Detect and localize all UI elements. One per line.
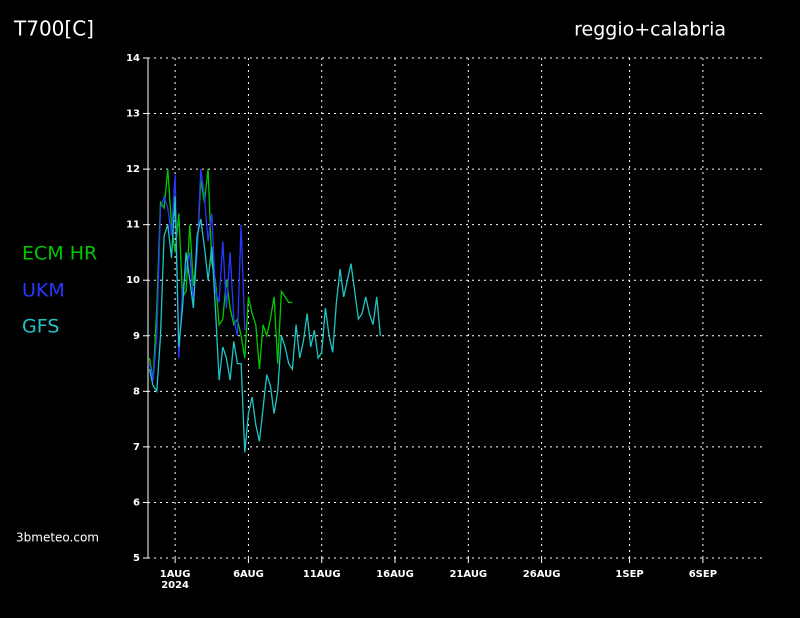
y-tick-label: 12 xyxy=(126,164,140,175)
y-tick-label: 13 xyxy=(126,109,140,120)
x-tick-label: 6AUG xyxy=(233,569,264,580)
chart-subtitle: reggio+calabria xyxy=(574,19,726,41)
x-tick-label: 21AUG xyxy=(449,569,487,580)
series-line xyxy=(148,169,246,381)
x-tick-label: 11AUG xyxy=(303,569,341,580)
source: 3bmeteo.com xyxy=(16,531,99,545)
x-tick-label: 26AUG xyxy=(523,569,561,580)
y-tick-label: 5 xyxy=(133,553,140,564)
series-line xyxy=(148,169,293,381)
y-tick-label: 6 xyxy=(133,497,140,508)
y-tick-label: 7 xyxy=(133,442,140,453)
y-tick-label: 8 xyxy=(133,386,140,397)
legend-label: UKM xyxy=(22,280,65,302)
series-line xyxy=(148,196,382,453)
y-tick-label: 11 xyxy=(126,220,140,231)
x-tick-label: 16AUG xyxy=(376,569,414,580)
x-tick-label: 1AUG xyxy=(160,569,191,580)
y-tick-label: 9 xyxy=(133,331,140,342)
chart-title: T700[C] xyxy=(13,17,94,41)
y-tick-label: 10 xyxy=(126,275,140,286)
x-tick-label: 6SEP xyxy=(689,569,717,580)
x-tick-label: 1SEP xyxy=(615,569,643,580)
x-year-label: 2024 xyxy=(161,580,189,591)
y-tick-label: 14 xyxy=(126,53,140,64)
legend-label: ECM HR xyxy=(22,243,97,265)
legend-label: GFS xyxy=(22,316,59,338)
